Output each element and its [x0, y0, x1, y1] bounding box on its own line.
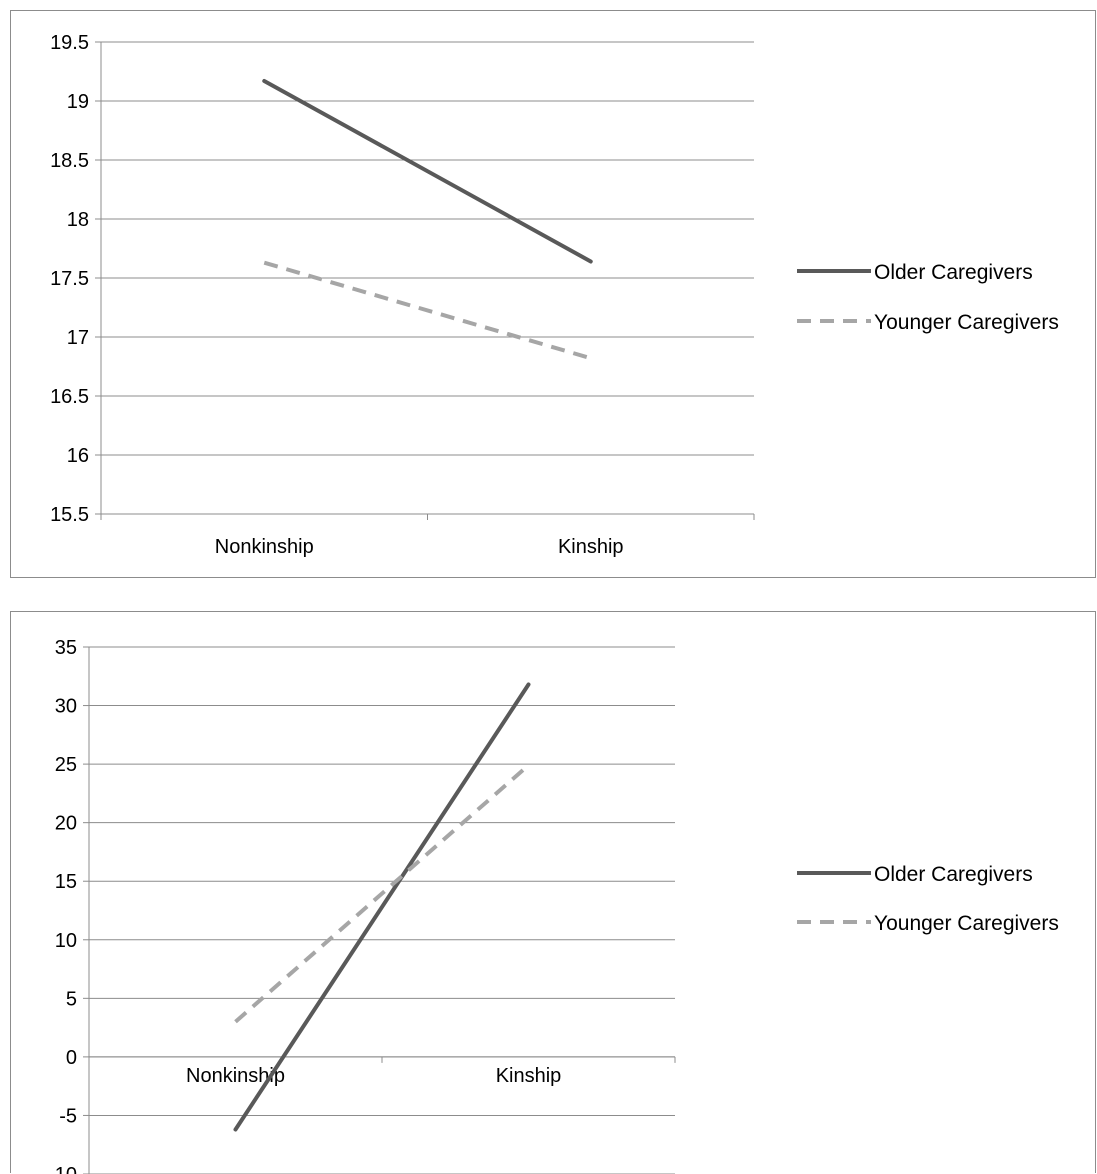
top-ytick-label: 18: [67, 209, 89, 231]
bottom-ytick-label: -10: [48, 1164, 77, 1174]
top-ytick-label: 15.5: [50, 504, 89, 526]
bottom-legend-label: Younger Caregivers: [874, 912, 1059, 935]
top-series-line-older: [262, 78, 593, 264]
chart-panel-top: 15.5 16 16.5 17 17.5 18 18.5 19 19.5 Nonkinship Ki…: [10, 10, 1096, 578]
chart-top: 15.5 16 16.5 17 17.5 18 18.5 19 19.5 Nonkinship Ki…: [50, 32, 1059, 558]
chart-panel-bottom: -10 -5 0 5 10 15 20 25 30 35 Nonkinship Kinship Olde…: [10, 611, 1096, 1174]
chart-bottom: -10 -5 0 5 10 15 20 25 30 35 Nonkinship Kinship Olde…: [48, 637, 1059, 1174]
top-series-line-younger: [263, 260, 592, 361]
top-legend-label: Older Caregivers: [874, 261, 1033, 284]
top-ytick-label: 19.5: [50, 32, 89, 54]
bottom-ytick-label: 0: [66, 1047, 77, 1069]
top-category-label: Nonkinship: [215, 536, 314, 558]
bottom-ytick-label: -5: [59, 1105, 77, 1127]
top-ytick-label: 17.5: [50, 268, 89, 290]
bottom-ytick-label: 20: [55, 813, 77, 835]
top-ytick-label: 19: [67, 91, 89, 113]
bottom-ytick-label: 30: [55, 696, 77, 718]
bottom-series-line-younger: [234, 763, 530, 1024]
bottom-legend-label: Older Caregivers: [874, 863, 1033, 886]
bottom-ytick-label: 35: [55, 637, 77, 659]
top-ytick-label: 17: [67, 327, 89, 349]
bottom-ytick-label: 25: [55, 754, 77, 776]
top-ytick-label: 16: [67, 445, 89, 467]
bottom-category-label: Nonkinship: [186, 1065, 285, 1087]
top-legend-label: Younger Caregivers: [874, 311, 1059, 334]
top-ytick-label: 18.5: [50, 150, 89, 172]
top-category-label: Kinship: [558, 536, 624, 558]
bottom-ytick-label: 10: [55, 930, 77, 952]
bottom-ytick-label: 15: [55, 871, 77, 893]
bottom-series-line-older: [233, 682, 531, 1132]
bottom-category-label: Kinship: [496, 1065, 562, 1087]
bottom-ytick-label: 5: [66, 988, 77, 1010]
top-ytick-label: 16.5: [50, 386, 89, 408]
